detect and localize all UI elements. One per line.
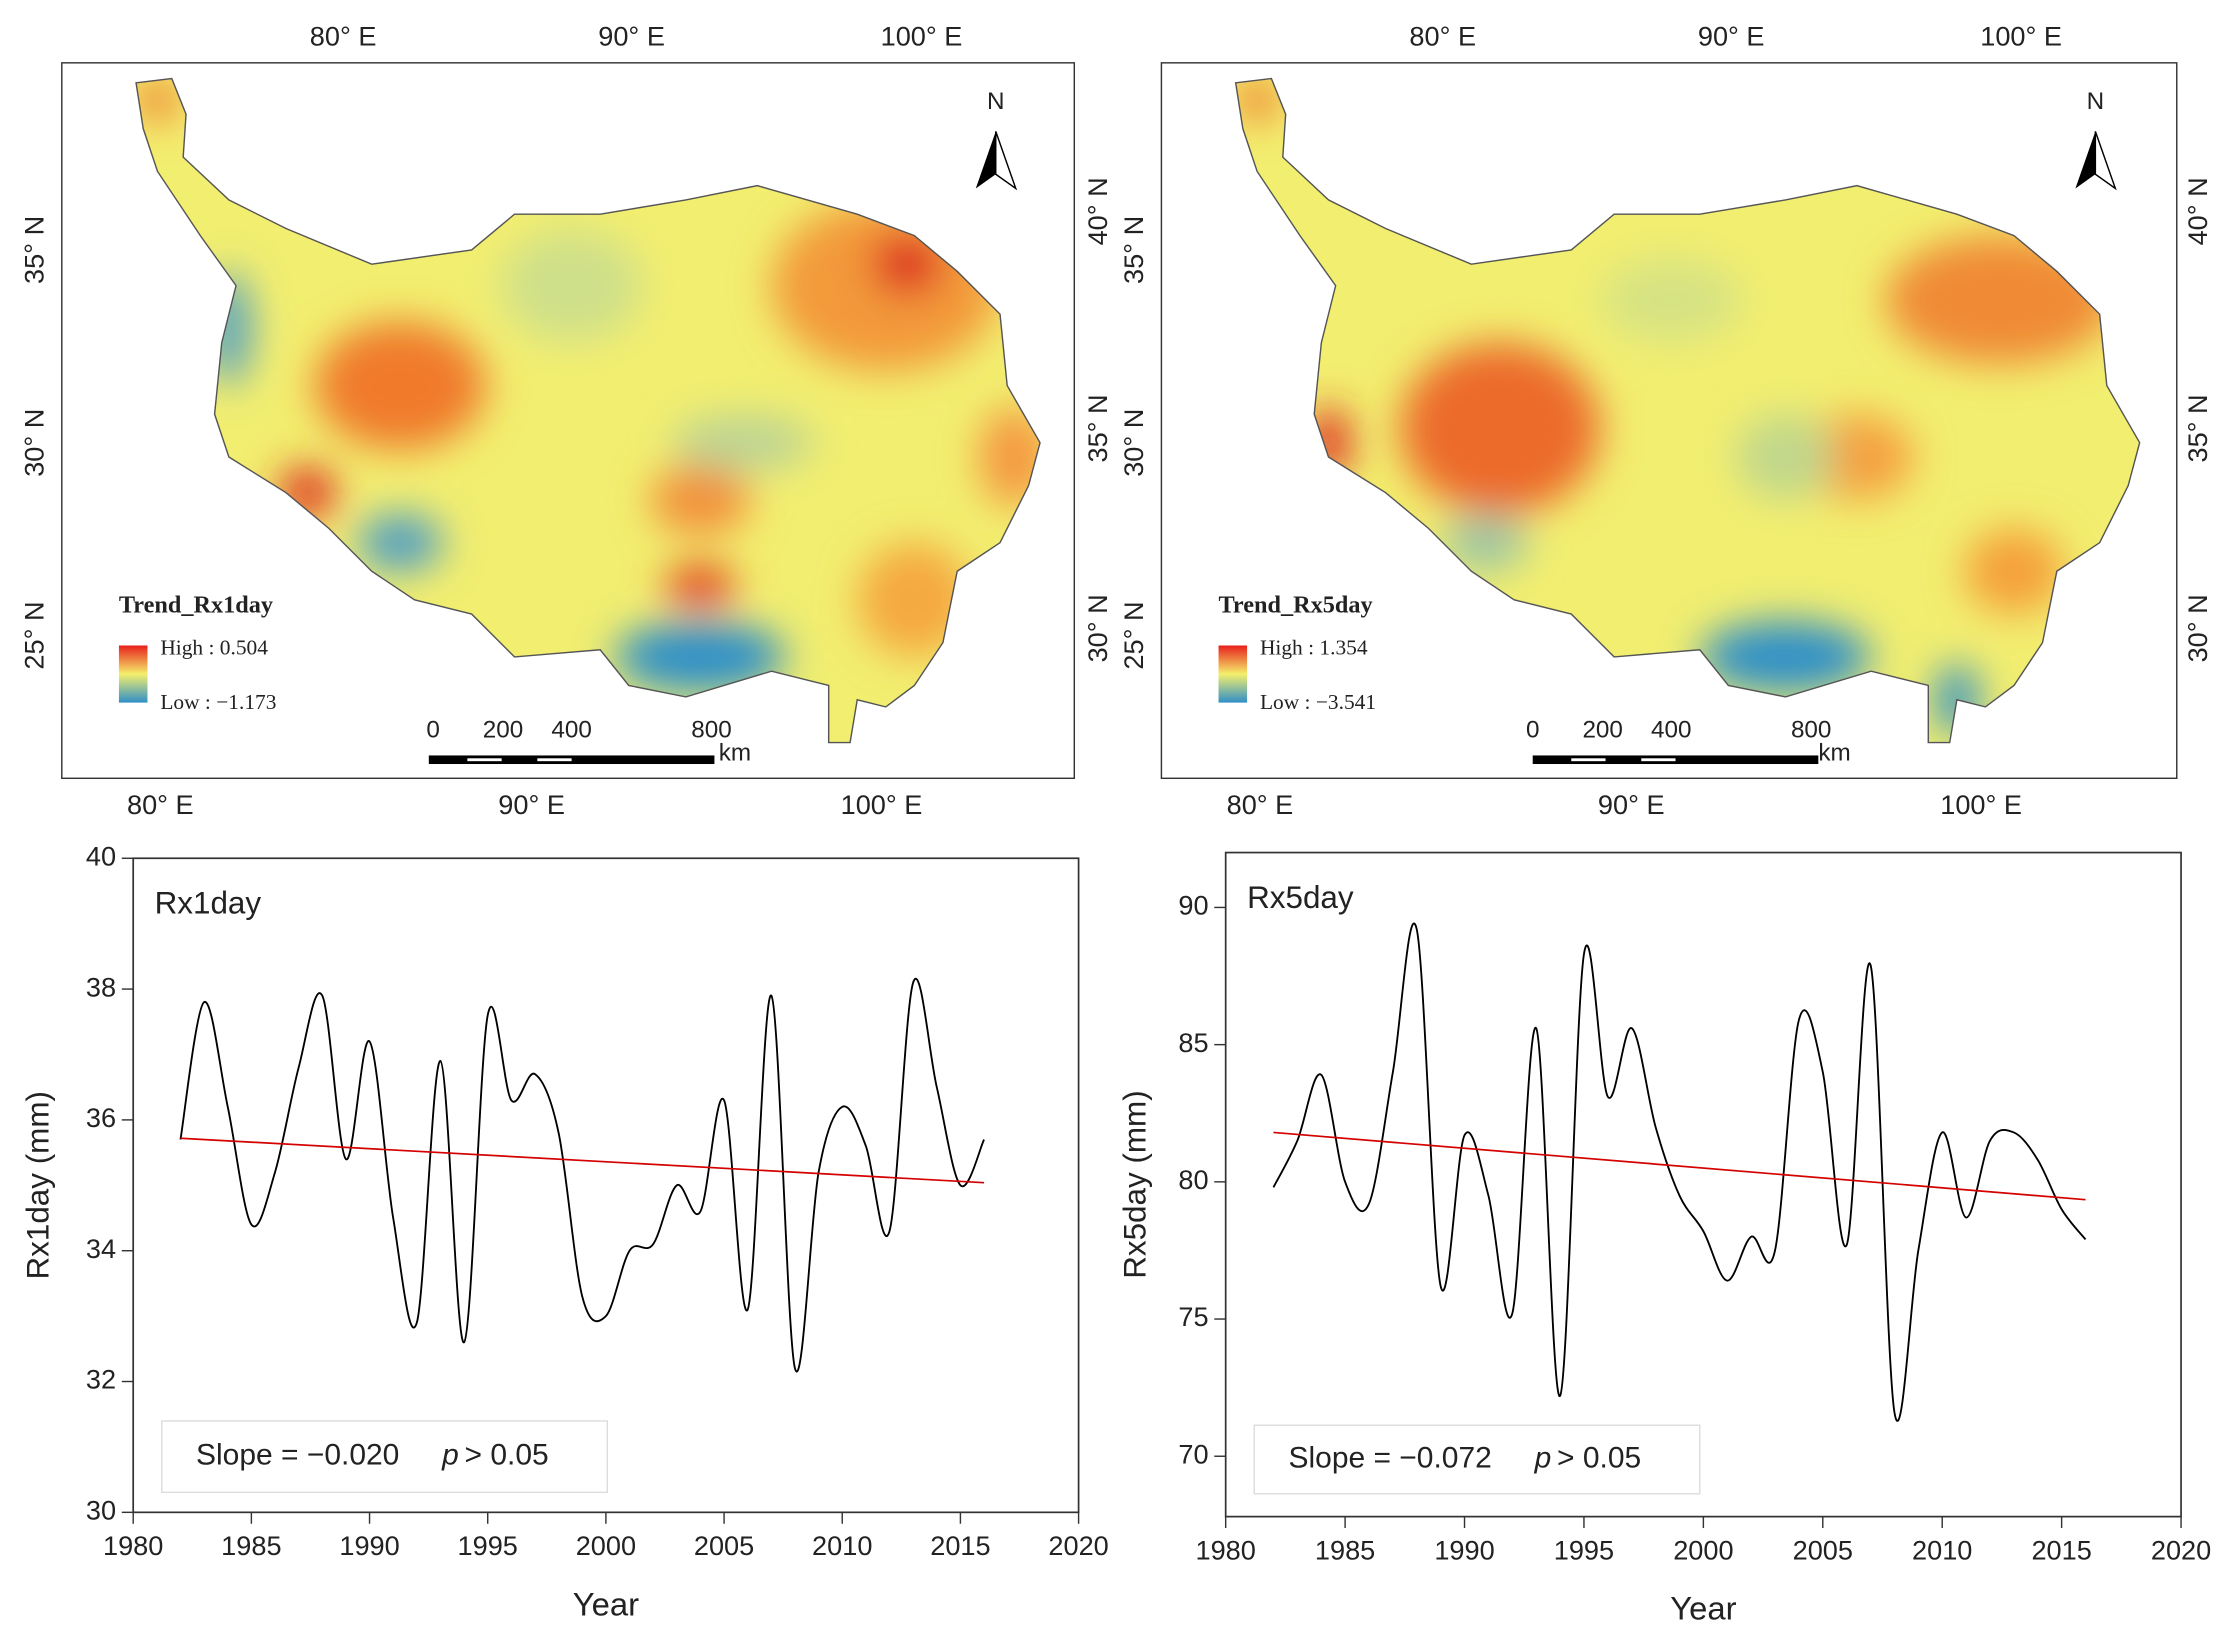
y-tick-label: 30 bbox=[86, 1495, 116, 1526]
x-tick-label: 1995 bbox=[458, 1530, 518, 1561]
scale-label: 200 bbox=[1582, 717, 1623, 744]
scale-label: 800 bbox=[691, 717, 732, 744]
lat-label: 30° N bbox=[1082, 594, 1113, 662]
y-tick-label: 38 bbox=[86, 971, 116, 1002]
x-tick-label: 1990 bbox=[339, 1530, 399, 1561]
x-tick-label: 2020 bbox=[1048, 1530, 1108, 1561]
trend-line bbox=[1273, 1131, 2086, 1201]
lon-label: 80° E bbox=[1409, 21, 1476, 52]
y-tick-label: 32 bbox=[86, 1364, 116, 1395]
lon-label: 90° E bbox=[498, 789, 565, 820]
y-tick-label: 80 bbox=[1178, 1164, 1208, 1195]
stat-text: Slope = −0.020 p > 0.05 bbox=[196, 1439, 549, 1472]
legend-low: Low : −1.173 bbox=[160, 690, 276, 714]
plot-frame bbox=[1224, 851, 2182, 1518]
legend-title: Trend_Rx1day bbox=[119, 591, 273, 618]
lon-label: 80° E bbox=[127, 789, 194, 820]
lon-label: 100° E bbox=[1940, 789, 2022, 820]
scale-label: 800 bbox=[1791, 717, 1831, 744]
x-tick-label: 2000 bbox=[576, 1530, 636, 1561]
x-tick-label: 2015 bbox=[2031, 1534, 2091, 1565]
lon-label: 100° E bbox=[841, 789, 923, 820]
y-tick-label: 36 bbox=[86, 1102, 116, 1133]
x-tick-label: 2005 bbox=[694, 1530, 754, 1561]
legend-ramp bbox=[118, 645, 148, 703]
lat-label: 35° N bbox=[18, 216, 49, 284]
x-axis-label: Year bbox=[1670, 1590, 1736, 1627]
lat-label: 30° N bbox=[2182, 594, 2213, 662]
y-tick-label: 90 bbox=[1178, 890, 1208, 921]
slope-label: Slope = −0.020 bbox=[196, 1439, 399, 1472]
lat-label: 30° N bbox=[18, 409, 49, 477]
legend-title: Trend_Rx5day bbox=[1219, 591, 1373, 618]
map bbox=[61, 62, 1076, 780]
p-label: > 0.05 bbox=[1557, 1441, 1641, 1474]
lat-label: 25° N bbox=[18, 601, 49, 669]
p-symbol: p bbox=[1534, 1441, 1552, 1474]
data-line bbox=[1272, 922, 2087, 1422]
p-symbol: p bbox=[441, 1439, 459, 1472]
lon-label: 100° E bbox=[881, 21, 963, 52]
lat-label: 40° N bbox=[1082, 177, 1113, 245]
legend-high: High : 0.504 bbox=[160, 636, 268, 660]
p-label: > 0.05 bbox=[465, 1439, 549, 1472]
legend-low: Low : −3.541 bbox=[1260, 690, 1376, 714]
x-axis-label: Year bbox=[573, 1585, 639, 1622]
lat-label: 40° N bbox=[2182, 177, 2213, 245]
x-tick-label: 1985 bbox=[1315, 1534, 1375, 1565]
scale-label: 400 bbox=[1651, 717, 1691, 744]
y-tick-label: 70 bbox=[1178, 1438, 1208, 1469]
scale-label: 200 bbox=[483, 717, 524, 744]
lat-label: 35° N bbox=[1082, 394, 1113, 462]
scale-unit: km bbox=[1818, 739, 1850, 766]
legend-high: High : 1.354 bbox=[1260, 636, 1368, 660]
x-tick-label: 2015 bbox=[930, 1530, 990, 1561]
north-label: N bbox=[987, 88, 1005, 115]
data-line bbox=[179, 978, 985, 1373]
y-tick-label: 40 bbox=[86, 840, 116, 871]
lon-label: 90° E bbox=[1598, 789, 1665, 820]
lon-label: 90° E bbox=[1698, 21, 1765, 52]
y-tick-label: 85 bbox=[1178, 1027, 1208, 1058]
x-tick-label: 2010 bbox=[812, 1530, 872, 1561]
scale-label: 0 bbox=[426, 717, 440, 744]
y-axis-label: Rx5day (mm) bbox=[1117, 1090, 1152, 1278]
stat-box bbox=[1253, 1424, 1701, 1495]
map bbox=[1160, 62, 2178, 780]
x-tick-label: 2010 bbox=[1912, 1534, 1972, 1565]
lat-label: 35° N bbox=[1118, 216, 1149, 284]
y-tick-label: 75 bbox=[1178, 1301, 1208, 1332]
x-tick-label: 2005 bbox=[1793, 1534, 1853, 1565]
slope-label: Slope = −0.072 bbox=[1289, 1441, 1492, 1474]
x-tick-label: 2000 bbox=[1673, 1534, 1733, 1565]
y-tick-label: 34 bbox=[86, 1233, 116, 1264]
plot-frame bbox=[132, 857, 1080, 1514]
chart-title: Rx5day bbox=[1247, 880, 1354, 915]
lon-label: 90° E bbox=[598, 21, 665, 52]
north-label: N bbox=[2087, 88, 2105, 115]
legend-ramp bbox=[1218, 645, 1248, 703]
x-tick-label: 1980 bbox=[103, 1530, 163, 1561]
y-axis-label: Rx1day (mm) bbox=[21, 1091, 56, 1279]
scale-label: 0 bbox=[1526, 717, 1539, 744]
lon-label: 100° E bbox=[1980, 21, 2062, 52]
stat-text: Slope = −0.072 p > 0.05 bbox=[1289, 1441, 1642, 1474]
lat-label: 30° N bbox=[1118, 409, 1149, 477]
x-tick-label: 1990 bbox=[1434, 1534, 1494, 1565]
x-tick-label: 2020 bbox=[2151, 1534, 2211, 1565]
scale-unit: km bbox=[719, 739, 751, 766]
lon-label: 80° E bbox=[310, 21, 377, 52]
lat-label: 25° N bbox=[1118, 601, 1149, 669]
x-tick-label: 1995 bbox=[1554, 1534, 1614, 1565]
x-tick-label: 1980 bbox=[1196, 1534, 1256, 1565]
stat-box bbox=[161, 1420, 609, 1494]
lon-label: 80° E bbox=[1227, 789, 1294, 820]
chart-title: Rx1day bbox=[155, 886, 262, 921]
lat-label: 35° N bbox=[2182, 394, 2213, 462]
scale-label: 400 bbox=[551, 717, 592, 744]
x-tick-label: 1985 bbox=[221, 1530, 281, 1561]
trend-line bbox=[180, 1137, 985, 1184]
